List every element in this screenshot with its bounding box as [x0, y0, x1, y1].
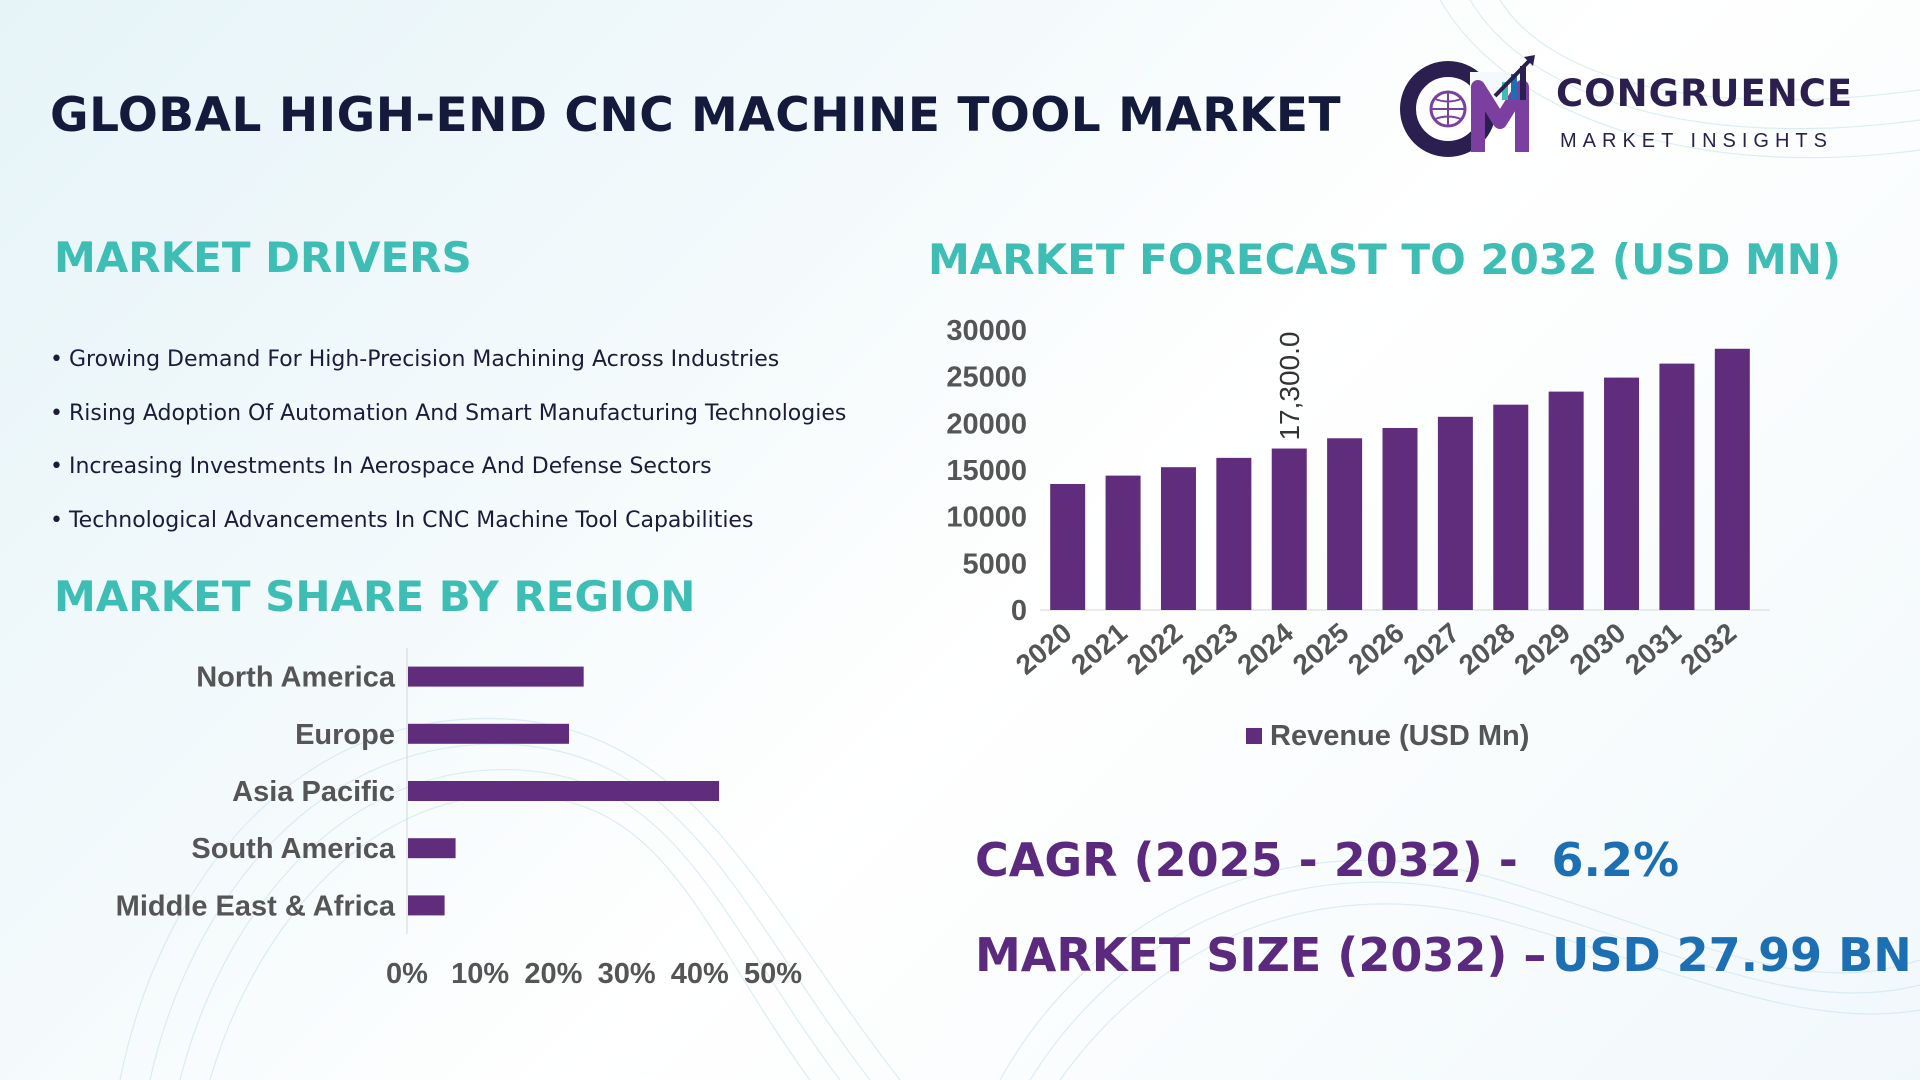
forecast-heading: MARKET FORECAST TO 2032 (USD MN): [928, 235, 1842, 284]
forecast-x-tick: 2021: [1065, 617, 1133, 681]
forecast-bar: [1271, 448, 1307, 610]
drivers-list: • Growing Demand For High-Precision Machi…: [50, 342, 846, 556]
region-share-heading: MARKET SHARE BY REGION: [54, 572, 696, 621]
forecast-bar: [1382, 428, 1418, 610]
logo-mark-icon: [1400, 55, 1535, 157]
forecast-x-tick: 2030: [1564, 617, 1632, 681]
driver-text: Increasing Investments In Aerospace And …: [68, 454, 712, 479]
forecast-x-tick: 2032: [1675, 617, 1743, 681]
cagr-label: CAGR (2025 - 2032) -: [975, 833, 1518, 887]
region-x-tick: 20%: [524, 958, 582, 990]
forecast-bar: [1659, 363, 1695, 610]
logo-subtitle: MARKET INSIGHTS: [1560, 130, 1833, 152]
forecast-x-tick: 2029: [1508, 617, 1576, 681]
forecast-legend: Revenue (USD Mn): [1246, 720, 1529, 752]
region-bar: [408, 838, 456, 859]
forecast-bar: [1160, 467, 1196, 610]
forecast-y-tick: 30000: [946, 315, 1027, 347]
forecast-x-tick: 2023: [1176, 617, 1244, 681]
forecast-y-tick: 10000: [946, 502, 1027, 534]
driver-text: Growing Demand For High-Precision Machin…: [68, 347, 780, 372]
forecast-bar: [1604, 377, 1640, 610]
forecast-y-tick: 15000: [946, 455, 1027, 487]
forecast-x-tick: 2025: [1287, 617, 1355, 681]
region-share-chart: North America Europe Asia Pacific South Ame…: [116, 648, 802, 990]
forecast-data-label: 17,300.0: [1274, 332, 1305, 441]
region-category-label: North America: [196, 662, 396, 694]
forecast-y-tick: 20000: [946, 408, 1027, 440]
cagr-value: 6.2%: [1551, 833, 1680, 887]
driver-item: • Technological Advancements In CNC Machi…: [50, 507, 754, 533]
logo-name: CONGRUENCE: [1556, 72, 1854, 115]
region-x-tick: 40%: [671, 958, 729, 990]
forecast-bar: [1437, 416, 1473, 610]
page-title: GLOBAL HIGH-END CNC MACHINE TOOL MARKET: [50, 88, 1342, 143]
forecast-x-tick: 2028: [1453, 617, 1521, 681]
forecast-bar: [1493, 404, 1529, 610]
forecast-bar: [1548, 391, 1584, 610]
driver-item: • Increasing Investments In Aerospace And…: [50, 454, 712, 479]
market-drivers-heading: MARKET DRIVERS: [54, 233, 472, 282]
legend-label: Revenue (USD Mn): [1270, 720, 1529, 752]
forecast-chart: 0500010000150002000025000300002020202120…: [946, 315, 1770, 752]
cagr-stat: CAGR (2025 - 2032) - 6.2%: [975, 833, 1679, 887]
forecast-x-tick: 2026: [1342, 617, 1410, 681]
company-logo: CONGRUENCE MARKET INSIGHTS: [1400, 52, 1900, 162]
region-x-tick: 50%: [744, 958, 802, 990]
forecast-bar: [1714, 348, 1750, 610]
driver-text: Rising Adoption Of Automation And Smart …: [68, 400, 847, 426]
forecast-x-tick: 2031: [1619, 617, 1687, 681]
region-category-label: Asia Pacific: [232, 776, 395, 808]
market-size-stat: MARKET SIZE (2032) – USD 27.99 BN: [975, 928, 1912, 982]
forecast-bar: [1050, 484, 1086, 610]
region-bar: [408, 723, 570, 744]
market-size-value: USD 27.99 BN: [1551, 928, 1912, 982]
market-size-label: MARKET SIZE (2032) –: [975, 928, 1547, 982]
driver-text: Technological Advancements In CNC Machin…: [68, 507, 754, 533]
forecast-bar: [1216, 457, 1252, 610]
forecast-y-tick: 5000: [962, 548, 1027, 580]
forecast-x-tick: 2024: [1231, 617, 1299, 681]
driver-item: • Growing Demand For High-Precision Machi…: [50, 347, 780, 372]
forecast-y-tick: 0: [1011, 595, 1027, 627]
driver-item: • Rising Adoption Of Automation And Smart…: [50, 400, 847, 426]
region-category-label: Middle East & Africa: [116, 890, 396, 922]
region-bar: [408, 666, 584, 687]
region-bar: [408, 781, 720, 801]
region-bar: [408, 895, 445, 916]
forecast-bar: [1327, 438, 1363, 610]
region-x-tick: 0%: [386, 958, 428, 990]
forecast-y-tick: 25000: [946, 362, 1027, 394]
region-category-label: South America: [191, 833, 395, 865]
legend-swatch: [1246, 728, 1262, 744]
forecast-x-tick: 2022: [1121, 617, 1189, 681]
forecast-bar: [1105, 475, 1141, 610]
region-category-label: Europe: [295, 719, 395, 751]
forecast-x-tick: 2027: [1398, 617, 1466, 681]
region-x-tick: 10%: [451, 958, 509, 990]
region-x-tick: 30%: [598, 958, 656, 990]
